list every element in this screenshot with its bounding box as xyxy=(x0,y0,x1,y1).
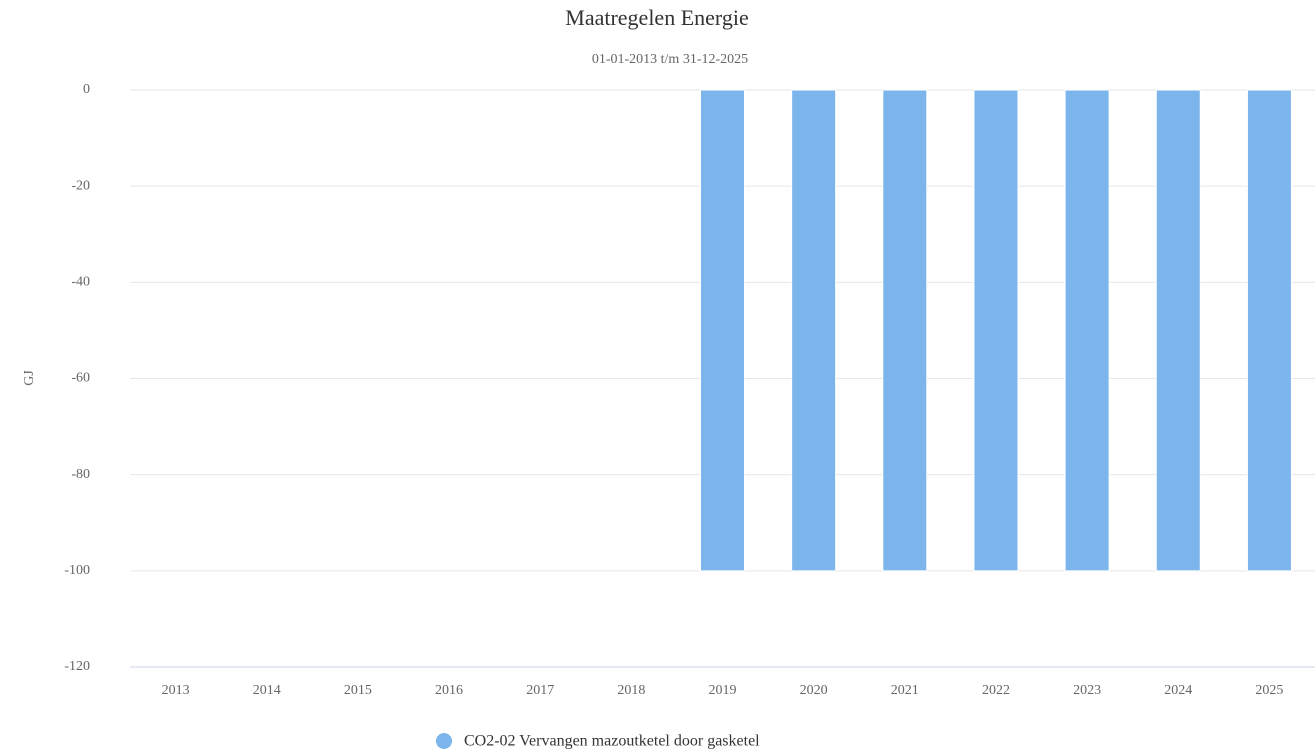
bar xyxy=(1064,89,1110,572)
x-tick-label: 2019 xyxy=(709,683,737,698)
y-tick-label: -40 xyxy=(71,275,90,290)
x-tick-label: 2017 xyxy=(526,683,554,698)
bar xyxy=(973,89,1019,572)
x-tick-label: 2016 xyxy=(435,683,463,698)
x-tick-label: 2023 xyxy=(1073,683,1101,698)
x-tick-label: 2022 xyxy=(982,683,1010,698)
bar xyxy=(1246,89,1292,572)
y-tick-label: 0 xyxy=(83,82,90,97)
y-tick-label: -20 xyxy=(71,178,90,193)
x-tick-label: 2025 xyxy=(1255,683,1283,698)
y-tick-label: -100 xyxy=(64,563,90,578)
y-tick-label: -60 xyxy=(71,371,90,386)
y-tick-label: -80 xyxy=(71,467,90,482)
x-tick-label: 2020 xyxy=(800,683,828,698)
chart-title: Maatregelen Energie xyxy=(565,5,748,30)
legend-label: CO2-02 Vervangen mazoutketel door gasket… xyxy=(464,733,760,750)
bar xyxy=(882,89,928,572)
legend-marker xyxy=(436,733,452,749)
bar xyxy=(791,89,837,572)
x-tick-label: 2013 xyxy=(162,683,190,698)
chart-subtitle: 01-01-2013 t/m 31-12-2025 xyxy=(592,52,748,67)
bar xyxy=(1155,89,1201,572)
y-tick-label: -120 xyxy=(64,659,90,674)
x-tick-label: 2015 xyxy=(344,683,372,698)
x-tick-label: 2021 xyxy=(891,683,919,698)
bar xyxy=(700,89,745,572)
x-tick-label: 2014 xyxy=(253,683,281,698)
x-tick-label: 2024 xyxy=(1164,683,1192,698)
x-tick-label: 2018 xyxy=(617,683,645,698)
y-axis-label: GJ xyxy=(22,370,37,386)
